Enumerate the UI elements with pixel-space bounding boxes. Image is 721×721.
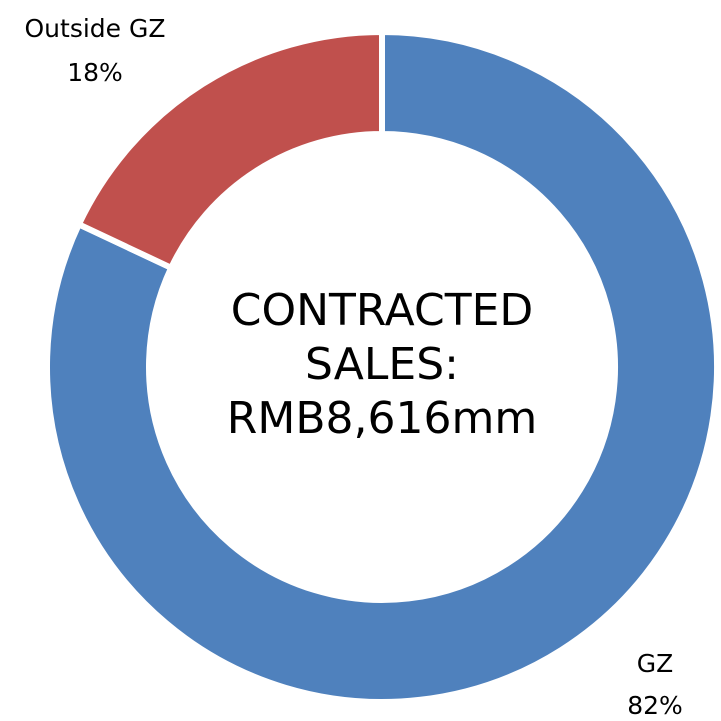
- donut-slice: [44, 28, 720, 705]
- center-text: SALES:: [305, 339, 459, 390]
- value-label: 82%: [627, 691, 683, 720]
- category-label: Outside GZ: [25, 14, 166, 43]
- category-label: GZ: [637, 649, 674, 678]
- value-label: 18%: [67, 58, 123, 87]
- center-text: CONTRACTED: [231, 285, 534, 336]
- donut-slice: [74, 28, 385, 272]
- center-text: RMB8,616mm: [227, 393, 537, 444]
